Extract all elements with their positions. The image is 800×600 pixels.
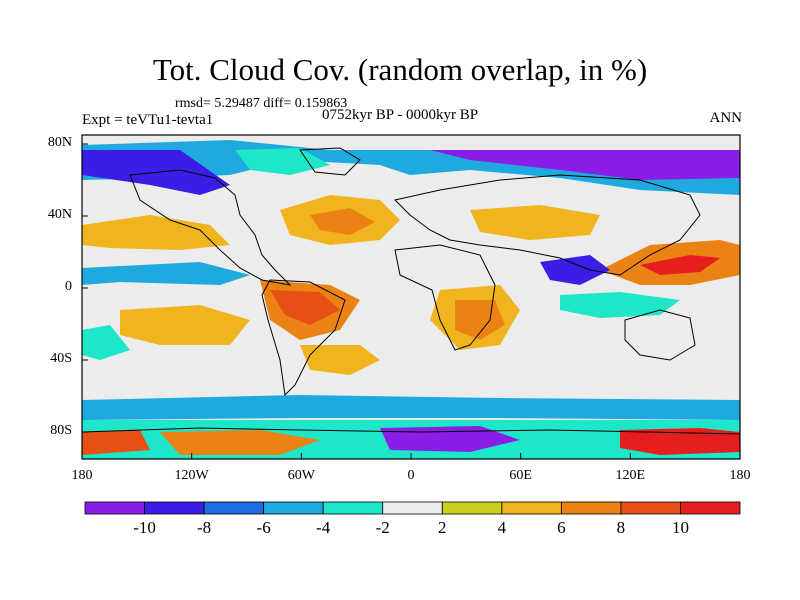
antarctica-coast: [82, 427, 740, 435]
experiment-label: Expt = teVTu1-tevta1: [82, 112, 214, 128]
antarctic-positive-east: [620, 428, 740, 455]
colorbar-label: -10: [133, 518, 156, 537]
lon-label: 120W: [174, 468, 209, 483]
colorbar-swatch: [560, 501, 622, 515]
lon-label: 180: [729, 468, 751, 483]
colorbar-label: 2: [438, 518, 447, 537]
colorbar-swatch: [84, 501, 145, 515]
lon-label: 120E: [615, 468, 646, 483]
southern-ocean-negative: [82, 395, 740, 420]
lat-label: 0: [65, 279, 72, 294]
south-america-core: [270, 290, 340, 325]
colorbar-swatch: [441, 501, 503, 515]
colorbar-label: -4: [316, 518, 331, 537]
atlantic-positive-core: [310, 208, 375, 235]
colorbar-label: -2: [375, 518, 390, 537]
lon-label: 180: [71, 468, 93, 483]
colorbar-swatch: [263, 501, 324, 515]
lon-label: 0: [407, 468, 415, 483]
colorbar-swatch: [144, 501, 205, 515]
lat-label: 40S: [50, 351, 72, 366]
south-america-coast: [261, 279, 346, 397]
lat-label: 80N: [47, 135, 72, 150]
south-atlantic-positive: [300, 345, 380, 375]
colorbar-label: 10: [671, 518, 689, 537]
australia-coast: [624, 309, 696, 361]
pacific-west-positive: [82, 215, 230, 250]
antarctic-positive-dateline: [82, 430, 150, 455]
equatorial-negative-west: [82, 262, 250, 285]
axis-ticks: [81, 143, 741, 459]
arctic-patch-east: [430, 150, 740, 180]
coastlines: [82, 147, 740, 435]
lon-label: 60E: [509, 468, 532, 483]
colorbar-label: -8: [196, 518, 212, 537]
lon-label: 60W: [287, 468, 315, 483]
pacific-east-core: [640, 255, 720, 275]
colorbar-swatch: [620, 501, 681, 515]
arctic-patch-center: [235, 148, 330, 175]
africa-coast: [394, 244, 496, 351]
colorbar-label: 4: [497, 518, 507, 537]
antarctic-positive-west: [160, 430, 320, 455]
colorbar: [84, 501, 741, 515]
colorbar-label: 6: [557, 518, 566, 537]
colorbar-swatch: [680, 501, 741, 515]
colorbar-swatch: [501, 501, 562, 515]
stats-line: rmsd= 5.29487 diff= 0.159863: [175, 96, 348, 111]
colorbar-label: 8: [616, 518, 626, 537]
india-negative: [540, 255, 610, 285]
period-label: 0752kyr BP - 0000kyr BP: [322, 107, 479, 123]
colorbar-swatch: [382, 501, 443, 515]
lat-label: 40N: [47, 207, 72, 222]
africa-core: [455, 300, 505, 340]
lat-label: 80S: [50, 423, 72, 438]
indian-ocean-negative: [560, 292, 680, 318]
colorbar-swatch: [203, 501, 265, 515]
colorbar-swatch: [322, 501, 384, 515]
season-label: ANN: [709, 110, 743, 126]
map-field: [82, 135, 740, 459]
north-america-coast: [129, 169, 292, 286]
asia-positive: [470, 205, 600, 240]
colorbar-label: -6: [256, 518, 271, 537]
greenland-coast: [299, 147, 361, 176]
map-title: Tot. Cloud Cov. (random overlap, in %): [152, 52, 648, 87]
south-pacific-positive: [120, 305, 250, 345]
antarctic-negative: [380, 426, 520, 452]
south-pacific-negative: [82, 325, 130, 360]
eurasia-coast: [394, 174, 701, 276]
